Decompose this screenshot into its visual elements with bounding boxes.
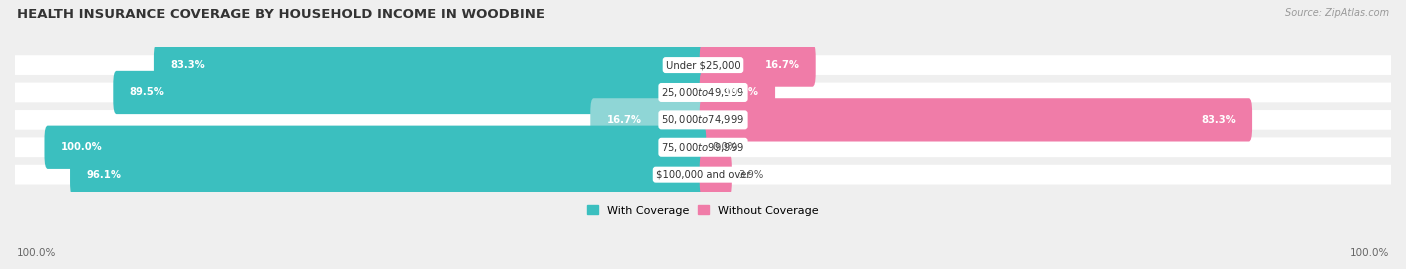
FancyBboxPatch shape (15, 165, 1391, 185)
Text: 83.3%: 83.3% (170, 60, 205, 70)
FancyBboxPatch shape (15, 55, 1391, 75)
Text: 0.0%: 0.0% (713, 142, 738, 152)
Text: 10.5%: 10.5% (724, 87, 759, 97)
Text: 16.7%: 16.7% (606, 115, 641, 125)
FancyBboxPatch shape (15, 83, 1391, 102)
Text: 89.5%: 89.5% (129, 87, 165, 97)
Text: 100.0%: 100.0% (17, 248, 56, 258)
FancyBboxPatch shape (700, 98, 1253, 141)
FancyBboxPatch shape (153, 44, 706, 87)
Text: $50,000 to $74,999: $50,000 to $74,999 (661, 113, 745, 126)
Text: HEALTH INSURANCE COVERAGE BY HOUSEHOLD INCOME IN WOODBINE: HEALTH INSURANCE COVERAGE BY HOUSEHOLD I… (17, 8, 546, 21)
Text: $25,000 to $49,999: $25,000 to $49,999 (661, 86, 745, 99)
Legend: With Coverage, Without Coverage: With Coverage, Without Coverage (583, 202, 823, 219)
FancyBboxPatch shape (45, 126, 706, 169)
FancyBboxPatch shape (700, 153, 733, 196)
Text: 83.3%: 83.3% (1201, 115, 1236, 125)
FancyBboxPatch shape (114, 71, 706, 114)
FancyBboxPatch shape (700, 71, 775, 114)
FancyBboxPatch shape (15, 110, 1391, 130)
Text: Under $25,000: Under $25,000 (665, 60, 741, 70)
Text: 3.9%: 3.9% (738, 170, 763, 180)
FancyBboxPatch shape (591, 98, 706, 141)
FancyBboxPatch shape (15, 137, 1391, 157)
Text: 96.1%: 96.1% (86, 170, 121, 180)
Text: Source: ZipAtlas.com: Source: ZipAtlas.com (1285, 8, 1389, 18)
FancyBboxPatch shape (700, 44, 815, 87)
Text: 100.0%: 100.0% (1350, 248, 1389, 258)
Text: $75,000 to $99,999: $75,000 to $99,999 (661, 141, 745, 154)
Text: $100,000 and over: $100,000 and over (655, 170, 751, 180)
Text: 16.7%: 16.7% (765, 60, 800, 70)
Text: 100.0%: 100.0% (60, 142, 103, 152)
FancyBboxPatch shape (70, 153, 706, 196)
